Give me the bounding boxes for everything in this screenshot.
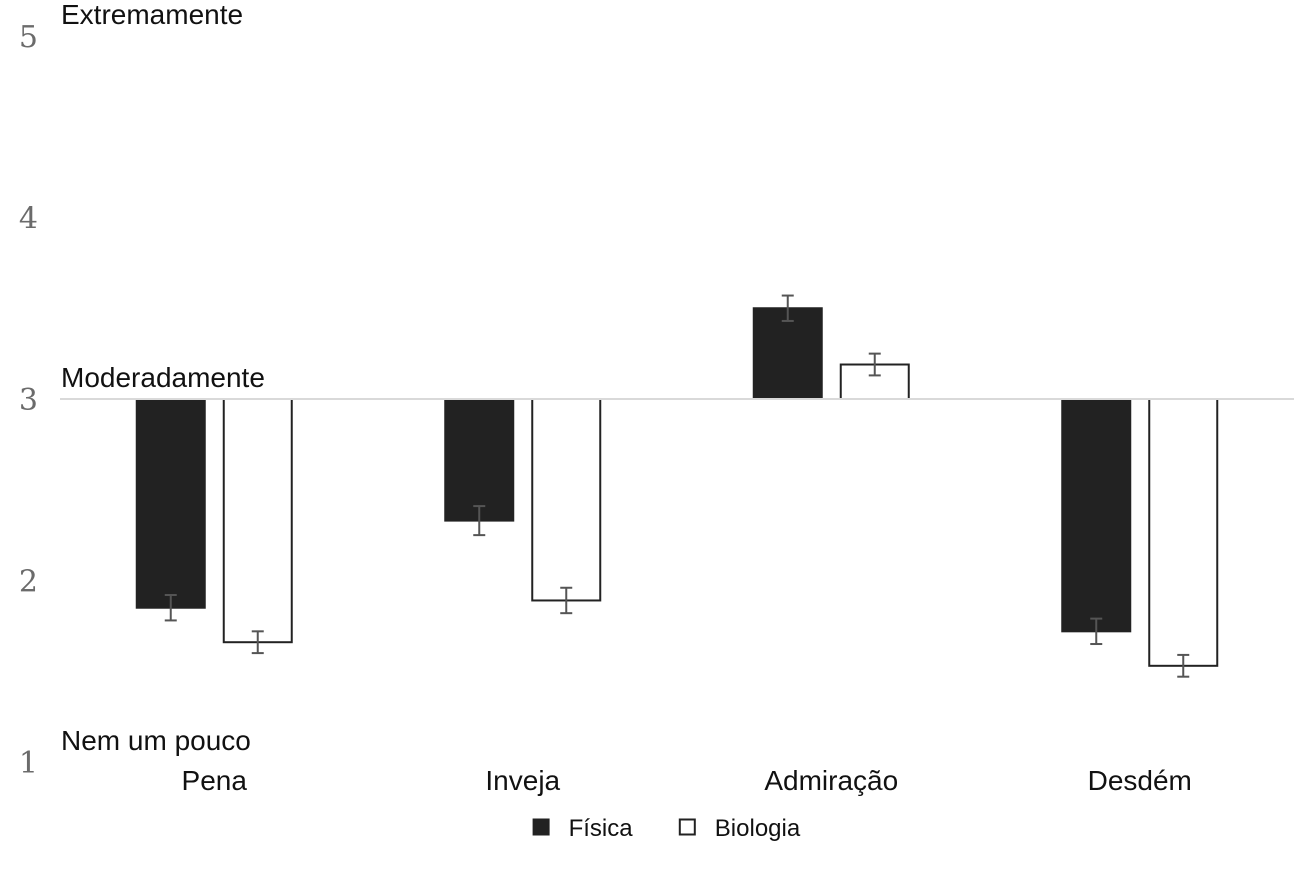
legend-label: Física bbox=[569, 815, 634, 842]
anchor-labels: Extremamente Moderadamente Nem um pouco bbox=[61, 0, 265, 756]
bar bbox=[444, 398, 515, 522]
y-tick-labels: 1 2 3 4 5 bbox=[19, 20, 38, 781]
category-labels: Pena Inveja Admiração Desdém bbox=[182, 765, 1192, 796]
legend-swatch bbox=[532, 818, 550, 836]
bar bbox=[531, 398, 602, 602]
bar bbox=[1061, 398, 1132, 633]
category-label: Admiração bbox=[764, 765, 898, 796]
y-tick-label: 3 bbox=[19, 383, 38, 418]
anchor-label: Nem um pouco bbox=[61, 725, 251, 756]
y-tick-label: 2 bbox=[19, 565, 38, 600]
y-tick-label: 4 bbox=[19, 202, 38, 237]
anchor-label: Extremamente bbox=[61, 0, 243, 30]
bar bbox=[222, 398, 293, 644]
error-bars bbox=[164, 294, 1190, 678]
category-label: Inveja bbox=[485, 765, 560, 796]
bar bbox=[1148, 398, 1219, 667]
y-tick-label: 1 bbox=[19, 746, 38, 781]
y-tick-label: 5 bbox=[19, 20, 38, 55]
anchor-label: Moderadamente bbox=[61, 362, 265, 393]
category-label: Pena bbox=[182, 765, 248, 796]
category-label: Desdém bbox=[1088, 765, 1192, 796]
legend: Física Biologia bbox=[532, 815, 801, 842]
legend-swatch bbox=[678, 818, 696, 836]
bars bbox=[135, 307, 1219, 667]
bar bbox=[135, 398, 206, 609]
legend-label: Biologia bbox=[715, 815, 801, 842]
